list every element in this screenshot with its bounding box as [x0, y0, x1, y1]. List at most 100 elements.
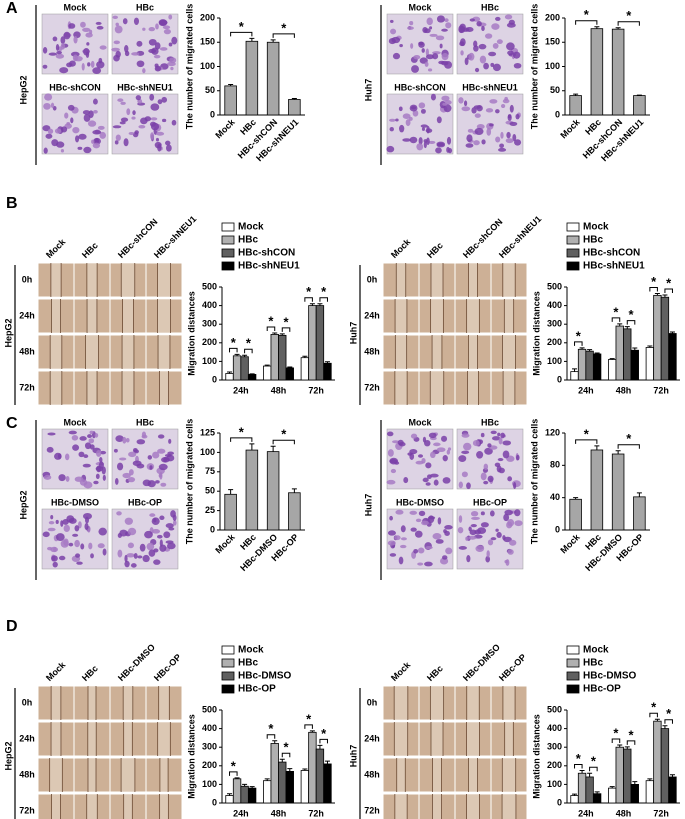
image-label: HBc — [136, 2, 154, 12]
cell — [63, 31, 71, 40]
error-bar — [617, 744, 623, 748]
cell — [436, 141, 445, 147]
scratch-image — [37, 262, 75, 298]
cell — [148, 38, 157, 46]
legend-swatch — [221, 261, 235, 271]
cell — [65, 476, 70, 482]
x-tick-label: Mock — [558, 116, 582, 140]
cell — [407, 26, 414, 30]
cell — [432, 532, 442, 540]
significance-bracket — [266, 734, 276, 739]
cell — [496, 531, 502, 539]
error-bar — [227, 793, 233, 796]
cell — [56, 50, 62, 55]
cell — [74, 525, 80, 532]
y-tick-label: 200 — [200, 12, 215, 22]
cell — [172, 514, 177, 522]
x-tick-label: 48h — [271, 385, 287, 395]
cell — [51, 139, 59, 147]
cell — [48, 52, 58, 56]
error-bar — [242, 783, 248, 787]
cell — [479, 55, 487, 64]
cell — [91, 139, 95, 144]
y-tick-label: 100 — [547, 779, 562, 789]
error-bar — [647, 345, 653, 348]
error-bar — [632, 781, 638, 785]
error-bar — [654, 718, 660, 722]
error-bar — [324, 361, 330, 364]
cell — [481, 139, 486, 145]
cell — [417, 562, 424, 566]
cell — [168, 14, 173, 20]
cell — [120, 117, 129, 122]
scratch-image — [109, 793, 147, 819]
x-tick-label: 48h — [616, 385, 632, 395]
bar — [585, 350, 594, 381]
cell — [433, 442, 441, 447]
cell — [489, 510, 495, 517]
image-label: HBc-shNEU1 — [117, 82, 173, 92]
scratch-gap — [394, 723, 408, 755]
scratch-gap — [502, 336, 516, 368]
cell — [154, 42, 161, 50]
bar — [278, 334, 287, 381]
scratch-image — [382, 370, 420, 406]
significance-mark: * — [651, 274, 657, 289]
cell — [442, 102, 448, 106]
bar — [608, 359, 617, 381]
significance-mark: * — [268, 313, 274, 328]
micrograph — [456, 428, 524, 490]
cell — [489, 99, 498, 104]
cell — [128, 451, 137, 458]
y-tick-label: 300 — [547, 742, 562, 752]
column-label: HBc-OP — [152, 652, 183, 683]
bar — [240, 356, 249, 381]
scratch-image — [418, 298, 456, 334]
scratch-gap — [466, 723, 480, 755]
cell — [487, 539, 494, 546]
cell — [136, 60, 145, 68]
cell — [158, 463, 168, 471]
micrograph — [456, 508, 524, 570]
bar — [653, 294, 662, 381]
scratch-image — [490, 370, 528, 406]
cell — [113, 448, 118, 453]
error-bar — [587, 349, 593, 352]
cell — [410, 527, 417, 532]
legend-swatch — [566, 235, 580, 245]
bar — [585, 776, 594, 804]
cell — [474, 67, 480, 73]
bar — [590, 449, 604, 531]
cell — [83, 146, 92, 154]
error-bar — [617, 323, 623, 327]
cell — [458, 515, 463, 523]
bar — [225, 373, 234, 381]
scratch-image — [490, 298, 528, 334]
error-bar — [249, 37, 255, 42]
significance-mark: * — [651, 700, 657, 715]
cell — [159, 47, 168, 51]
cell — [83, 47, 90, 56]
cell — [436, 116, 442, 124]
cell — [420, 108, 426, 114]
y-tick-label: 0 — [557, 797, 562, 807]
image-label: HBc-shCON — [49, 82, 101, 92]
cell — [162, 25, 171, 30]
significance-bracket — [649, 712, 658, 718]
column-label: HBc-shNEU1 — [497, 214, 543, 260]
cell — [461, 471, 468, 478]
cell — [485, 108, 494, 113]
cell — [389, 553, 397, 557]
cell — [117, 98, 124, 102]
cell — [461, 450, 470, 455]
cell-line-label: HepG2 — [18, 75, 28, 104]
row-label: 48h — [19, 346, 35, 356]
cell — [463, 442, 472, 451]
cell — [502, 98, 510, 104]
column-label: Mock — [44, 236, 68, 260]
cell — [476, 123, 485, 130]
cell — [90, 60, 95, 68]
cell — [127, 542, 134, 549]
scratch-gap — [123, 687, 133, 719]
cell — [93, 110, 98, 114]
